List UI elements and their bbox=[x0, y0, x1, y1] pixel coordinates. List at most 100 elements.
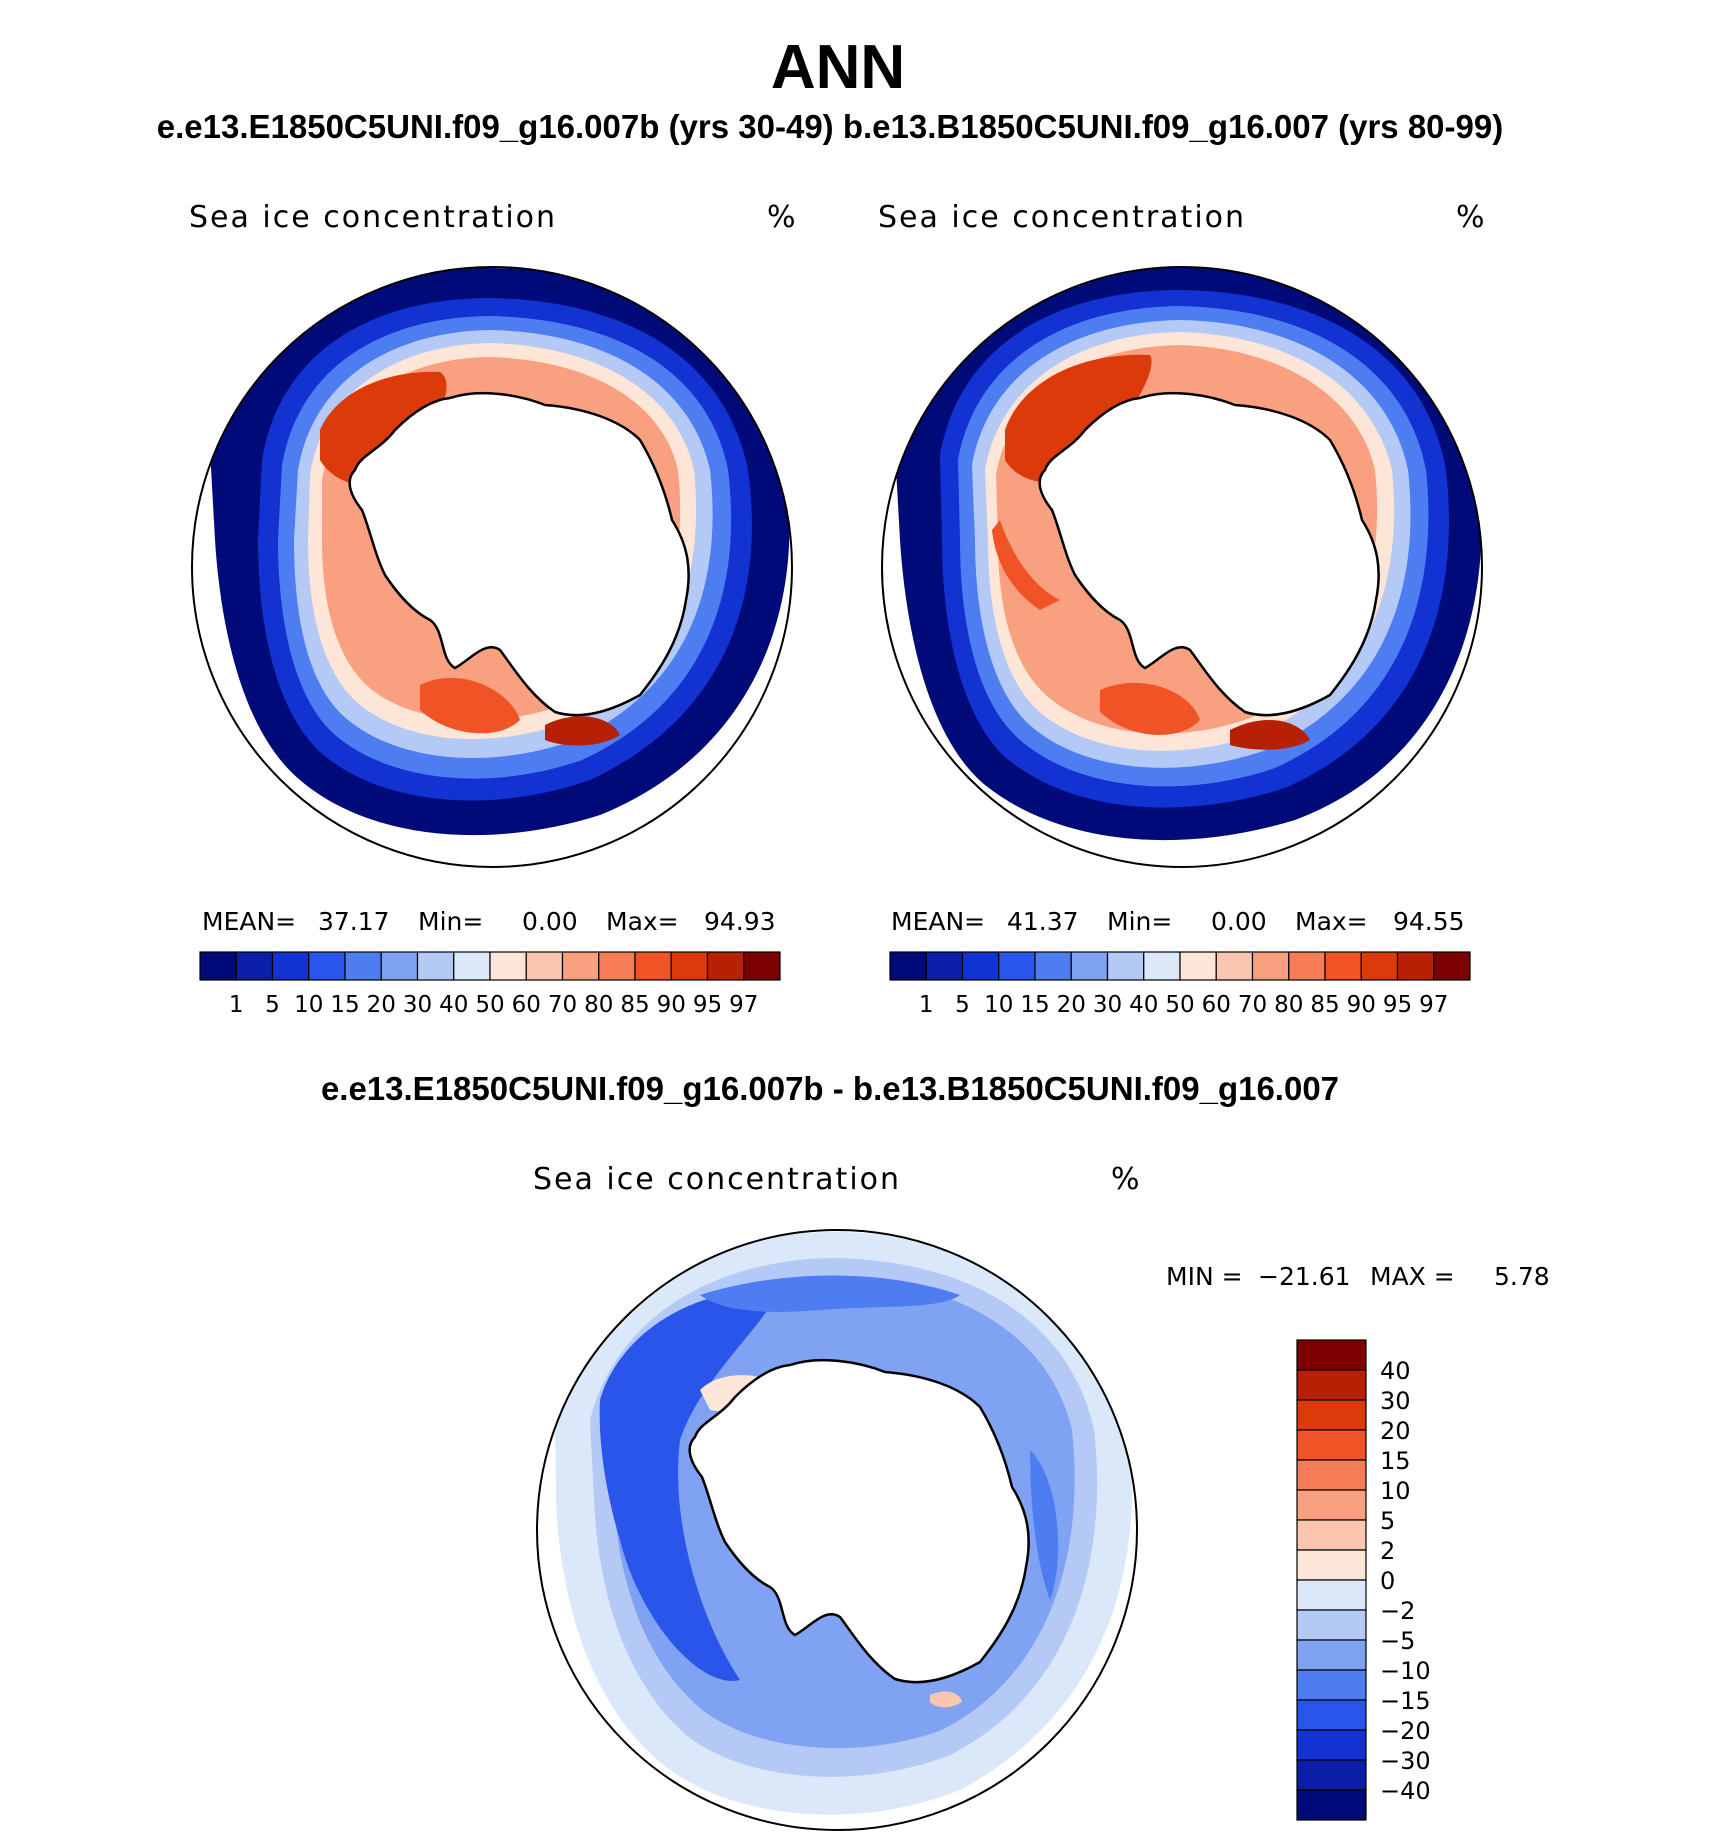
diff-colorbar-box-10 bbox=[1296, 1639, 1367, 1671]
panel1-colorbar-box-1 bbox=[235, 951, 274, 981]
panel2-colorbar-box-7 bbox=[1143, 951, 1181, 981]
diff-colorbar-box-14 bbox=[1296, 1759, 1367, 1791]
panel1-colorbar-tick-label: 1 bbox=[229, 992, 244, 1018]
diff-region-peninsula-strong bbox=[599, 1289, 780, 1681]
diff-colorbar-tick-label: 30 bbox=[1380, 1387, 1411, 1415]
panel2-min-value: 0.00 bbox=[1211, 907, 1267, 936]
panel1-min-label: Min= bbox=[418, 907, 484, 936]
diff-colorbar-box-3 bbox=[1296, 1429, 1367, 1461]
panel2-colorbar: 1 5 10 15 20 30 40 50 60 70 80 85 90 95 97 bbox=[889, 951, 1471, 1018]
diff-colorbar-tick-label: −40 bbox=[1380, 1777, 1431, 1805]
panel1-weddell-core bbox=[320, 371, 447, 485]
panel2-ross-core bbox=[1100, 682, 1200, 735]
panel2-colorbar-tick-label: 15 bbox=[1020, 992, 1049, 1018]
diff-min-value: −21.61 bbox=[1258, 1262, 1351, 1291]
panel1-max-label: Max= bbox=[606, 907, 679, 936]
panel1-colorbar-tick-label: 50 bbox=[475, 992, 504, 1018]
panel1-colorbar-tick-label: 20 bbox=[367, 992, 396, 1018]
panel1-colorbar-tick-label: 70 bbox=[548, 992, 577, 1018]
panel2-colorbar-tick-label: 30 bbox=[1093, 992, 1122, 1018]
panel2-colorbar-box-5 bbox=[1070, 951, 1109, 981]
panel1-colorbar-tick-label: 5 bbox=[265, 992, 280, 1018]
panel2-colorbar-tick-label: 95 bbox=[1383, 992, 1412, 1018]
panel2-colorbar-tick-label: 85 bbox=[1310, 992, 1339, 1018]
diff-colorbar-tick-label: 0 bbox=[1380, 1567, 1395, 1595]
panel1-min-value: 0.00 bbox=[522, 907, 578, 936]
panel2-colorbar-tick-label: 1 bbox=[919, 992, 934, 1018]
diff-colorbar-box-0 bbox=[1296, 1339, 1367, 1371]
panel1-colorbar-tick-label: 40 bbox=[439, 992, 468, 1018]
panel2-variable-label: Sea ice concentration bbox=[878, 200, 1247, 235]
panel1-colorbar-tick-label: 80 bbox=[584, 992, 613, 1018]
diff-colorbar-tick-label: −20 bbox=[1380, 1717, 1431, 1745]
diff-colorbar-tick-label: 10 bbox=[1380, 1477, 1411, 1505]
diff-colorbar-tick-label: −15 bbox=[1380, 1687, 1431, 1715]
panel1-colorbar-tick-label: 30 bbox=[403, 992, 432, 1018]
diff-colorbar-box-11 bbox=[1296, 1669, 1367, 1701]
diff-colorbar-box-2 bbox=[1296, 1399, 1367, 1431]
diff-colorbar-box-8 bbox=[1296, 1579, 1367, 1611]
panel2-peninsula-core bbox=[992, 520, 1060, 610]
diff-colorbar-tick-label: −5 bbox=[1380, 1627, 1415, 1655]
diff-amery-positive bbox=[930, 1691, 962, 1708]
panel2-colorbar-box-3 bbox=[998, 951, 1036, 981]
cases-subtitle: e.e13.E1850C5UNI.f09_g16.007b (yrs 30-49… bbox=[156, 108, 1504, 145]
panel1-colorbar-tick-label: 60 bbox=[512, 992, 541, 1018]
diff-colorbar-tick-label: −10 bbox=[1380, 1657, 1431, 1685]
panel2-colorbar-tick-label: 50 bbox=[1165, 992, 1194, 1018]
diff-colorbar-box-5 bbox=[1296, 1489, 1367, 1521]
panel1-colorbar-box-6 bbox=[416, 951, 455, 981]
panel2-colorbar-box-4 bbox=[1034, 951, 1072, 981]
diff-units-label: % bbox=[1111, 1162, 1142, 1197]
panel1-colorbar-tick-label: 10 bbox=[294, 992, 323, 1018]
diff-colorbar-tick-label: 20 bbox=[1380, 1417, 1411, 1445]
panel1-colorbar-box-8 bbox=[489, 951, 527, 981]
panel2-colorbar-box-1 bbox=[925, 951, 964, 981]
difference-subtitle: e.e13.E1850C5UNI.f09_g16.007b - b.e13.B1… bbox=[320, 1070, 1340, 1107]
diff-min-label: MIN = bbox=[1166, 1262, 1243, 1291]
panel1-colorbar-box-5 bbox=[380, 951, 419, 981]
diff-colorbar-tick-label: 15 bbox=[1380, 1447, 1411, 1475]
panel1-colorbar-box-12 bbox=[634, 951, 672, 981]
panel2-colorbar-tick-label: 40 bbox=[1129, 992, 1158, 1018]
panel2-max-value: 94.55 bbox=[1393, 907, 1465, 936]
panel1-colorbar-tick-label: 95 bbox=[693, 992, 722, 1018]
panel2-min-label: Min= bbox=[1107, 907, 1173, 936]
panel2-colorbar-tick-label: 60 bbox=[1202, 992, 1231, 1018]
panel2-colorbar-box-0 bbox=[889, 951, 927, 981]
panel1-ross-core bbox=[420, 677, 520, 734]
panel2-amery-core bbox=[1230, 719, 1310, 750]
panel1-colorbar-box-9 bbox=[525, 951, 564, 981]
panel1-colorbar-box-4 bbox=[344, 951, 382, 981]
diff-polar-map bbox=[536, 1229, 1138, 1831]
panel1-colorbar-tick-label: 97 bbox=[729, 992, 758, 1018]
panel1-max-value: 94.93 bbox=[704, 907, 776, 936]
panel2-colorbar-box-14 bbox=[1396, 951, 1435, 981]
panel2-polar-map bbox=[881, 266, 1483, 868]
panel1-polar-map bbox=[191, 266, 793, 868]
panel2-colorbar-box-11 bbox=[1288, 951, 1326, 981]
panel2-colorbar-box-2 bbox=[961, 951, 1000, 981]
diff-colorbar-box-1 bbox=[1296, 1369, 1367, 1401]
panel1-colorbar-box-2 bbox=[271, 951, 310, 981]
panel2-colorbar-box-15 bbox=[1433, 951, 1471, 981]
panel2-colorbar-tick-label: 80 bbox=[1274, 992, 1303, 1018]
panel1-colorbar: 1 5 10 15 20 30 40 50 60 70 80 85 90 95 97 bbox=[199, 951, 781, 1018]
diff-colorbar-tick-label: 2 bbox=[1380, 1537, 1395, 1565]
panel2-units-label: % bbox=[1456, 200, 1487, 235]
panel1-colorbar-box-15 bbox=[743, 951, 781, 981]
panel2-colorbar-box-8 bbox=[1179, 951, 1217, 981]
diff-region-east bbox=[1030, 1450, 1059, 1600]
diff-colorbar-tick-label: 5 bbox=[1380, 1507, 1395, 1535]
panel1-colorbar-tick-label: 15 bbox=[330, 992, 359, 1018]
diff-colorbar-box-6 bbox=[1296, 1519, 1367, 1551]
diff-colorbar-tick-label: −30 bbox=[1380, 1747, 1431, 1775]
panel1-colorbar-box-3 bbox=[308, 951, 346, 981]
panel1-variable-label: Sea ice concentration bbox=[189, 200, 558, 235]
diff-max-value: 5.78 bbox=[1494, 1262, 1550, 1291]
diff-colorbar-box-4 bbox=[1296, 1459, 1367, 1491]
panel1-colorbar-box-10 bbox=[561, 951, 600, 981]
diff-colorbar-box-7 bbox=[1296, 1549, 1367, 1581]
